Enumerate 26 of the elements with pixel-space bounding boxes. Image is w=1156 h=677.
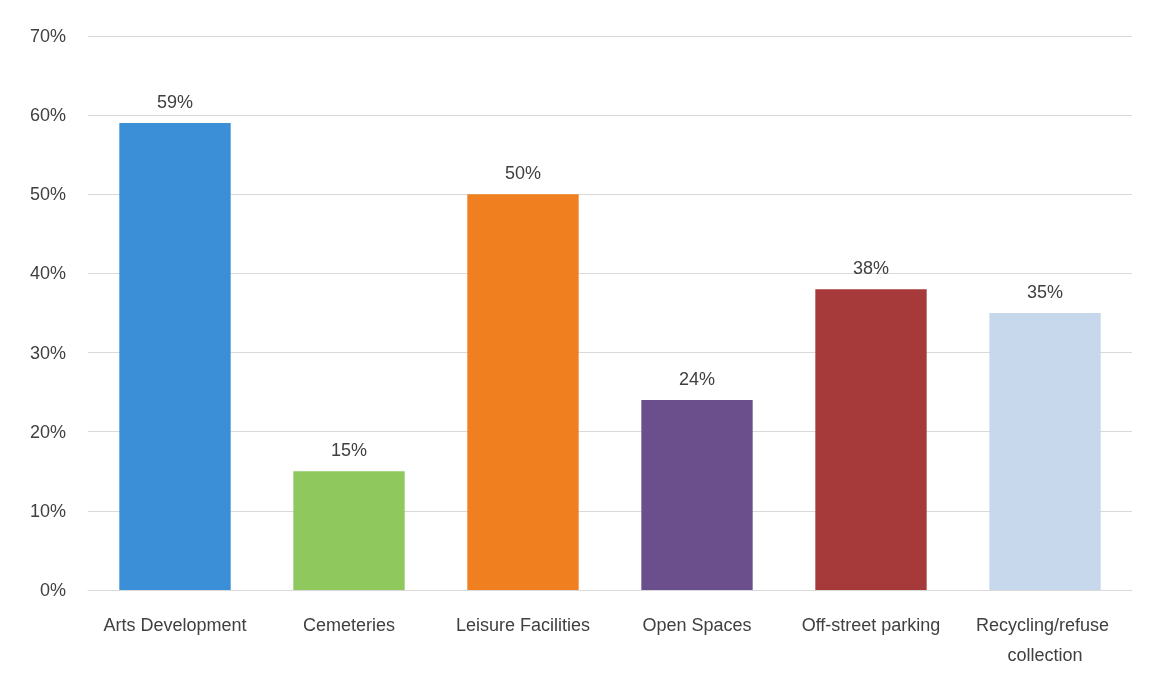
- y-tick-label: 50%: [29, 184, 66, 205]
- bar: [815, 289, 927, 590]
- y-tick-label: 40%: [29, 263, 66, 284]
- x-tick-label: Off-street parking: [801, 615, 941, 635]
- y-tick-label: 20%: [29, 421, 66, 442]
- y-tick-label: 60%: [29, 105, 66, 126]
- bar: [467, 194, 579, 590]
- x-tick-label: Arts Development: [103, 615, 247, 635]
- x-tick-label: Cemeteries: [302, 615, 396, 635]
- data-label: 50%: [504, 163, 542, 184]
- x-tick-label: Open Spaces: [642, 615, 752, 635]
- data-label: 35%: [1026, 282, 1064, 302]
- data-label: 38%: [852, 258, 890, 279]
- data-label: 15%: [330, 440, 368, 461]
- y-tick-label: 10%: [29, 500, 66, 521]
- data-label: 59%: [156, 92, 194, 113]
- bar: [641, 400, 753, 590]
- bar: [119, 123, 231, 590]
- y-tick-label: 70%: [29, 26, 66, 46]
- x-tick-label: Recycling/refuse collection: [975, 615, 1115, 665]
- y-tick-label: 0%: [39, 580, 66, 600]
- x-tick-label: Leisure Facilities: [455, 615, 591, 635]
- bar: [989, 313, 1101, 590]
- bar: [293, 471, 405, 590]
- data-label: 24%: [678, 369, 716, 390]
- y-tick-label: 30%: [29, 342, 66, 363]
